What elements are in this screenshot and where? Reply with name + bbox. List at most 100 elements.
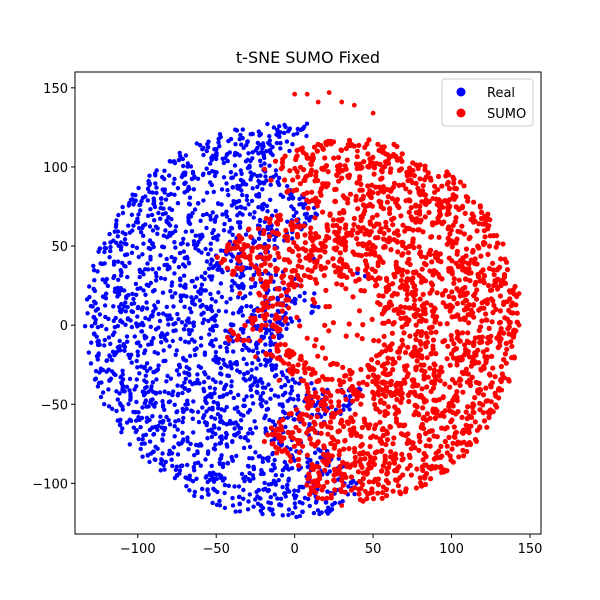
real-point bbox=[138, 286, 143, 291]
real-point bbox=[216, 308, 221, 314]
real-point bbox=[150, 289, 156, 294]
sumo-point bbox=[255, 226, 262, 232]
sumo-point bbox=[309, 461, 315, 467]
real-point bbox=[140, 454, 145, 459]
sumo-point bbox=[330, 217, 336, 223]
sumo-point bbox=[238, 266, 244, 273]
sumo-point bbox=[302, 370, 308, 376]
sumo-point bbox=[405, 439, 411, 446]
real-point bbox=[114, 408, 119, 414]
sumo-point bbox=[433, 409, 439, 415]
sumo-point bbox=[265, 243, 271, 250]
sumo-point bbox=[492, 390, 498, 396]
real-point bbox=[198, 218, 203, 223]
sumo-point bbox=[308, 414, 314, 420]
real-point bbox=[158, 276, 164, 281]
real-point bbox=[270, 452, 275, 457]
sumo-point bbox=[333, 269, 339, 275]
sumo-point bbox=[357, 187, 363, 193]
sumo-point bbox=[394, 228, 400, 234]
sumo-point bbox=[360, 481, 366, 488]
sumo-point bbox=[347, 367, 353, 374]
sumo-point bbox=[484, 354, 490, 360]
sumo-point bbox=[403, 433, 409, 439]
real-point bbox=[120, 426, 125, 431]
sumo-point bbox=[225, 334, 231, 340]
sumo-point bbox=[511, 331, 517, 337]
real-point bbox=[285, 219, 290, 224]
sumo-point bbox=[421, 425, 427, 432]
real-point bbox=[171, 304, 176, 309]
real-point bbox=[134, 418, 139, 423]
real-point bbox=[326, 505, 331, 510]
sumo-point bbox=[414, 358, 420, 364]
real-point bbox=[214, 502, 220, 507]
sumo-point bbox=[322, 376, 328, 382]
real-point bbox=[160, 399, 165, 404]
sumo-point bbox=[457, 258, 463, 264]
sumo-point bbox=[490, 365, 496, 371]
sumo-point bbox=[506, 324, 512, 330]
sumo-point bbox=[446, 186, 453, 192]
real-point bbox=[260, 390, 266, 396]
sumo-point bbox=[454, 394, 460, 400]
sumo-point bbox=[257, 338, 263, 344]
real-point bbox=[136, 436, 141, 442]
sumo-point bbox=[381, 342, 387, 348]
real-point bbox=[239, 171, 244, 176]
sumo-point bbox=[339, 503, 345, 508]
sumo-point bbox=[366, 232, 372, 238]
sumo-point bbox=[504, 299, 510, 305]
real-point bbox=[157, 390, 163, 395]
real-point bbox=[143, 385, 148, 391]
sumo-point bbox=[407, 261, 413, 268]
real-point bbox=[248, 177, 253, 182]
sumo-point bbox=[460, 389, 466, 395]
real-point bbox=[144, 379, 149, 385]
real-point bbox=[137, 274, 142, 280]
real-point bbox=[91, 268, 97, 273]
real-point bbox=[114, 389, 119, 394]
real-point bbox=[241, 356, 246, 362]
sumo-point bbox=[459, 330, 466, 336]
sumo-point bbox=[236, 258, 242, 264]
real-point bbox=[140, 305, 145, 310]
sumo-point bbox=[303, 255, 309, 261]
sumo-point bbox=[384, 152, 390, 158]
real-point bbox=[300, 126, 305, 132]
real-point bbox=[191, 430, 196, 435]
sumo-point bbox=[341, 446, 347, 452]
real-point bbox=[91, 314, 97, 320]
real-point bbox=[213, 359, 219, 365]
real-point bbox=[267, 134, 272, 139]
real-point bbox=[125, 316, 131, 321]
real-point bbox=[206, 251, 211, 257]
real-point bbox=[265, 224, 270, 230]
real-point bbox=[105, 358, 110, 363]
real-point bbox=[111, 275, 116, 281]
real-point bbox=[260, 207, 265, 212]
sumo-point bbox=[354, 431, 360, 437]
real-point bbox=[204, 409, 209, 414]
real-point bbox=[245, 370, 250, 376]
real-point bbox=[232, 426, 237, 431]
real-point bbox=[218, 419, 223, 424]
real-point bbox=[198, 335, 204, 341]
real-point bbox=[286, 467, 291, 472]
sumo-point bbox=[462, 315, 468, 321]
real-point bbox=[237, 501, 243, 507]
sumo-point bbox=[384, 186, 390, 193]
real-point bbox=[287, 126, 292, 131]
real-point bbox=[186, 340, 191, 345]
real-point bbox=[184, 294, 189, 299]
real-point bbox=[191, 320, 196, 325]
sumo-point bbox=[406, 398, 412, 405]
sumo-point bbox=[292, 165, 298, 172]
sumo-point bbox=[350, 249, 356, 255]
real-point bbox=[208, 304, 214, 309]
real-point bbox=[319, 510, 324, 515]
real-point bbox=[162, 336, 168, 341]
sumo-point bbox=[432, 189, 438, 195]
real-point bbox=[245, 463, 251, 469]
real-point bbox=[193, 233, 198, 238]
